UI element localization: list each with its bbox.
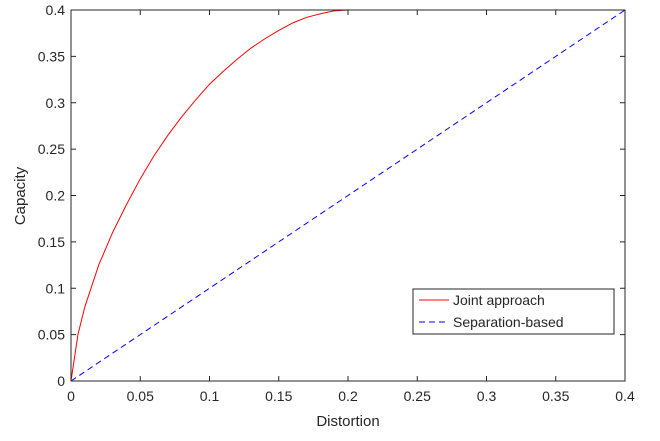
y-tick-label: 0.2 (46, 188, 66, 204)
x-tick-label: 0.2 (338, 388, 358, 404)
x-tick-label: 0.05 (127, 388, 154, 404)
x-tick-label: 0.35 (542, 388, 569, 404)
y-tick-label: 0.4 (46, 2, 66, 18)
y-tick-label: 0.35 (38, 48, 65, 64)
x-tick-label: 0.3 (477, 388, 497, 404)
legend-label-joint: Joint approach (453, 292, 545, 308)
y-tick-label: 0.15 (38, 234, 65, 250)
y-tick-label: 0.25 (38, 141, 65, 157)
y-tick-label: 0.1 (46, 280, 66, 296)
legend-label-separation: Separation-based (453, 314, 564, 330)
y-tick-label: 0.3 (46, 95, 66, 111)
x-tick-label: 0.15 (265, 388, 292, 404)
y-axis-label: Capacity (12, 166, 29, 225)
y-tick-label: 0.05 (38, 327, 65, 343)
legend: Joint approach Separation-based (412, 288, 615, 335)
x-tick-label: 0.1 (200, 388, 220, 404)
x-tick-label: 0 (67, 388, 75, 404)
series-line-separation-based (70, 9, 626, 382)
legend-box (412, 288, 615, 335)
x-tick-label: 0.25 (404, 388, 431, 404)
y-tick-label: 0 (57, 373, 65, 389)
x-axis-label: Distortion (316, 413, 379, 430)
plot-frame (70, 9, 626, 382)
x-tick-label: 0.4 (615, 388, 635, 404)
